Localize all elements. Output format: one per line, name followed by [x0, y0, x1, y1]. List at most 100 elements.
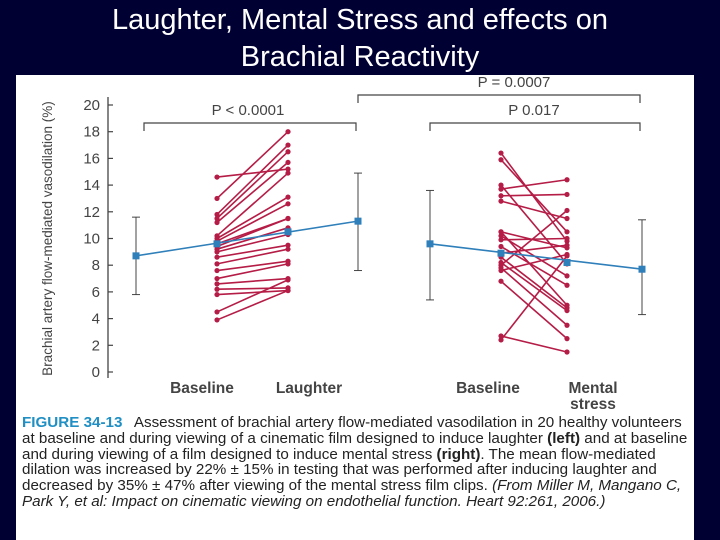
- y-tick-label: 2: [92, 337, 100, 354]
- individual-point: [214, 261, 220, 267]
- individual-point: [498, 233, 504, 239]
- p-value-label: P < 0.0001: [212, 102, 285, 119]
- caption-citation: (From Miller M, Mangano C, Park Y, et al…: [22, 477, 682, 510]
- individual-point: [285, 166, 291, 172]
- figure-label: FIGURE 34-13: [22, 414, 123, 431]
- individual-point: [214, 281, 220, 287]
- y-tick-label: 0: [92, 364, 100, 381]
- individual-point: [498, 267, 504, 274]
- individual-point: [214, 309, 220, 315]
- individual-line: [216, 172, 289, 237]
- individual-line: [500, 200, 568, 220]
- mean-point: [354, 217, 362, 225]
- individual-line: [500, 152, 568, 242]
- x-category-label: Laughter: [276, 380, 342, 397]
- group-mean-marker: [284, 228, 292, 236]
- individual-point: [498, 186, 504, 192]
- figure-panel: 0 2 4 6 8 10 12 14 16 18 20 Brachial artery flow-me…: [16, 75, 694, 540]
- y-tick-label: 12: [83, 204, 100, 221]
- individual-line: [500, 231, 568, 306]
- individual-line: [500, 178, 568, 190]
- individual-point: [564, 191, 570, 198]
- individual-line: [216, 227, 289, 250]
- individual-line: [216, 289, 289, 296]
- chart: 0 2 4 6 8 10 12 14 16 18 20 Brachial artery flow-me…: [40, 75, 646, 413]
- individual-point: [498, 237, 504, 243]
- individual-point: [498, 337, 504, 343]
- mean-line: [429, 243, 643, 270]
- individual-point: [498, 243, 504, 250]
- mean-point: [132, 252, 140, 260]
- individual-line: [500, 280, 568, 340]
- individual-point: [498, 198, 504, 204]
- individual-point: [285, 287, 291, 294]
- individual-line: [216, 151, 289, 220]
- caption-bold-left: (left): [547, 429, 581, 447]
- individual-point: [214, 286, 220, 292]
- individual-point: [498, 278, 504, 284]
- y-tick-label: 4: [92, 311, 100, 328]
- p-value-label: P 0.017: [508, 102, 559, 119]
- mean-point: [426, 240, 434, 248]
- x-category-label: stress: [570, 396, 616, 413]
- individual-point: [285, 201, 291, 207]
- individual-point: [214, 219, 220, 226]
- individual-line: [500, 261, 568, 312]
- individual-point: [564, 336, 570, 342]
- individual-line: [216, 144, 289, 216]
- individual-line: [216, 260, 289, 272]
- individual-point: [498, 150, 504, 156]
- individual-point: [564, 177, 570, 183]
- individual-point: [285, 261, 291, 267]
- significance-bracket: [429, 122, 641, 131]
- y-tick-label: 20: [83, 97, 100, 114]
- individual-line: [500, 231, 568, 249]
- individual-line: [500, 255, 568, 341]
- individual-point: [498, 182, 504, 188]
- individual-point: [564, 207, 570, 214]
- individual-point: [498, 193, 504, 199]
- group-mean-marker: [497, 249, 505, 257]
- individual-point: [214, 195, 220, 202]
- individual-line: [216, 131, 289, 200]
- individual-line: [216, 244, 289, 258]
- individual-line: [216, 248, 289, 265]
- individual-line: [216, 287, 289, 291]
- individual-point: [498, 157, 504, 163]
- individual-point: [564, 322, 570, 328]
- significance-bracket: [357, 94, 641, 103]
- mean-line: [135, 220, 359, 257]
- individual-point: [285, 142, 291, 148]
- individual-line: [216, 263, 289, 280]
- individual-point: [285, 129, 291, 135]
- slide-title-line-1: Laughter, Mental Stress and effects on: [111, 4, 608, 36]
- individual-line: [500, 253, 568, 272]
- individual-line: [500, 193, 568, 197]
- x-category-label: Mental: [568, 380, 617, 397]
- individual-point: [285, 170, 291, 176]
- individual-line: [216, 277, 289, 285]
- y-tick-label: 14: [83, 177, 100, 194]
- individual-point: [214, 291, 220, 298]
- individual-point: [285, 149, 291, 155]
- figure-caption: FIGURE 34-13 Assessment of brachial arte…: [22, 415, 690, 510]
- individual-point: [564, 229, 570, 235]
- individual-line: [216, 168, 289, 178]
- y-tick-label: 8: [92, 257, 100, 274]
- individual-point: [564, 215, 570, 222]
- individual-point: [285, 194, 291, 200]
- individual-point: [564, 307, 570, 314]
- individual-point: [564, 349, 570, 355]
- individual-point: [285, 246, 291, 252]
- individual-line: [500, 256, 568, 309]
- individual-line: [216, 233, 289, 253]
- caption-bold-right: (right): [436, 445, 481, 463]
- individual-line: [500, 209, 568, 266]
- individual-point: [564, 235, 570, 242]
- mean-point: [638, 265, 646, 273]
- individual-point: [564, 273, 570, 279]
- p-value-label: P = 0.0007: [478, 75, 551, 91]
- individual-point: [214, 275, 220, 282]
- group-mean-marker: [563, 259, 571, 267]
- individual-line: [216, 279, 289, 313]
